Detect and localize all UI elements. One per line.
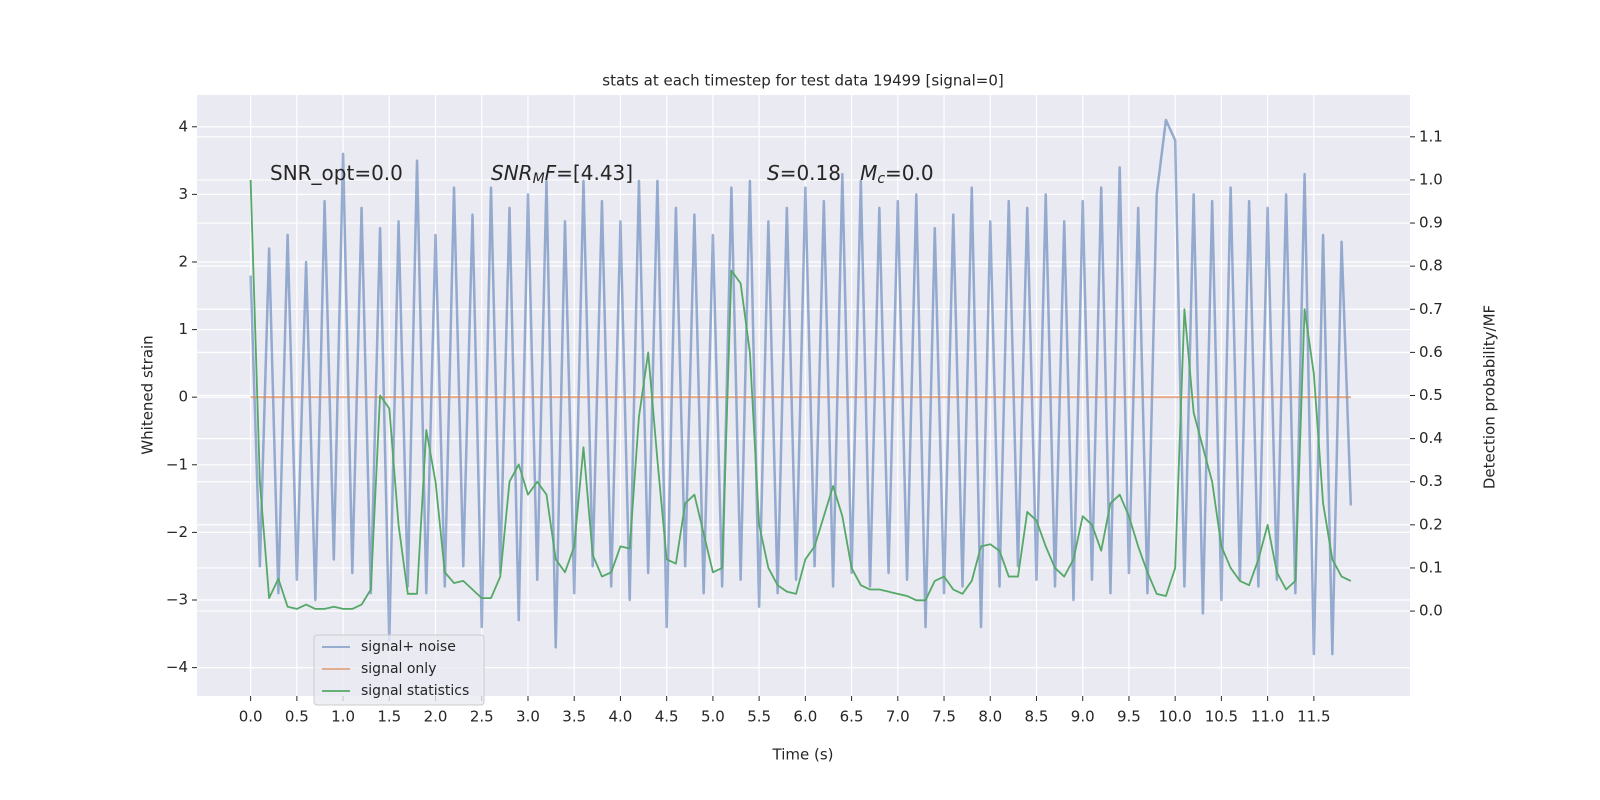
annotation-part: S	[767, 161, 780, 185]
chart-title: stats at each timestep for test data 194…	[602, 72, 1003, 90]
series-line	[249, 118, 1353, 656]
y2-tick-label: 0.1	[1419, 558, 1443, 576]
x-tick-label: 8.5	[1025, 708, 1049, 726]
legend-box	[313, 634, 485, 706]
x-tick-label: 9.0	[1071, 708, 1095, 726]
y2-tick-label: 0.8	[1419, 257, 1443, 275]
x-tick-label: 4.0	[609, 708, 633, 726]
y2-tick-label: 0.3	[1419, 472, 1443, 490]
annotation-part: SNR	[491, 161, 533, 185]
x-tick-label: 5.0	[701, 708, 725, 726]
y-axis-label: Whitened strain	[139, 335, 157, 454]
y-tick-label: −1	[166, 455, 188, 473]
y2-tick-label: 0.5	[1419, 386, 1443, 404]
legend: signal+ noise signal only signal statistic…	[313, 634, 485, 706]
x-tick-label: 6.5	[840, 708, 864, 726]
y-tick-label: 1	[178, 320, 188, 338]
x-tick-label: 10.5	[1205, 708, 1238, 726]
y2-tick-label: 0.9	[1419, 214, 1443, 232]
x-tick-label: 8.0	[978, 708, 1002, 726]
x-tick-label: 2.0	[424, 708, 448, 726]
y2-tick-label: 1.0	[1419, 170, 1443, 188]
annotation-part: SNR_opt=0.0	[270, 161, 403, 185]
annotation: S=0.18 Mc=0.0	[767, 161, 934, 188]
annotation-part: M	[533, 171, 545, 187]
y2-tick-label: 0.7	[1419, 300, 1443, 318]
annotation-part: F	[545, 161, 557, 185]
series-line	[249, 179, 1352, 610]
x-tick-label: 7.0	[886, 708, 910, 726]
y2-axis-label: Detection probability/MF	[1481, 305, 1499, 489]
legend-label: signal statistics	[361, 683, 469, 699]
x-tick-label: 3.0	[516, 708, 540, 726]
annotation-part: c	[877, 171, 885, 187]
y2-tick-label: 0.2	[1419, 515, 1443, 533]
annotation: SNR_opt=0.0	[270, 161, 403, 185]
x-tick-label: 9.5	[1117, 708, 1141, 726]
y-tick-label: 2	[178, 252, 188, 270]
legend-label: signal+ noise	[361, 639, 456, 655]
x-tick-label: 0.0	[239, 708, 263, 726]
x-tick-label: 11.0	[1251, 708, 1284, 726]
x-axis-label: Time (s)	[772, 746, 834, 764]
y2-tick-label: 0.6	[1419, 343, 1443, 361]
x-tick-label: 4.5	[655, 708, 679, 726]
y-tick-label: 0	[178, 388, 188, 406]
x-tick-label: 6.0	[793, 708, 817, 726]
x-tick-label: 1.5	[377, 708, 401, 726]
x-tick-label: 0.5	[285, 708, 309, 726]
y2-tick-label: 0.0	[1419, 602, 1443, 620]
annotation-part: =[4.43]	[556, 161, 633, 185]
y-tick-label: 3	[178, 185, 188, 203]
x-tick-label: 11.5	[1297, 708, 1330, 726]
x-tick-label: 10.0	[1158, 708, 1191, 726]
x-tick-label: 7.5	[932, 708, 956, 726]
annotation-part: M	[860, 161, 877, 185]
y2-tick-label: 0.4	[1419, 429, 1443, 447]
y-tick-label: −4	[166, 658, 188, 676]
x-tick-label: 1.0	[331, 708, 355, 726]
y-tick-label: 4	[178, 117, 188, 135]
annotation-part: =0.0	[885, 161, 934, 185]
annotation-part: =0.18	[780, 161, 860, 185]
y2-tick-label: 1.1	[1419, 127, 1443, 145]
y-tick-label: −2	[166, 523, 188, 541]
legend-label: signal only	[361, 661, 436, 677]
x-tick-label: 5.5	[747, 708, 771, 726]
x-tick-label: 3.5	[562, 708, 586, 726]
annotation: SNRMF=[4.43]	[491, 161, 633, 188]
y-tick-label: −3	[166, 591, 188, 609]
x-tick-label: 2.5	[470, 708, 494, 726]
